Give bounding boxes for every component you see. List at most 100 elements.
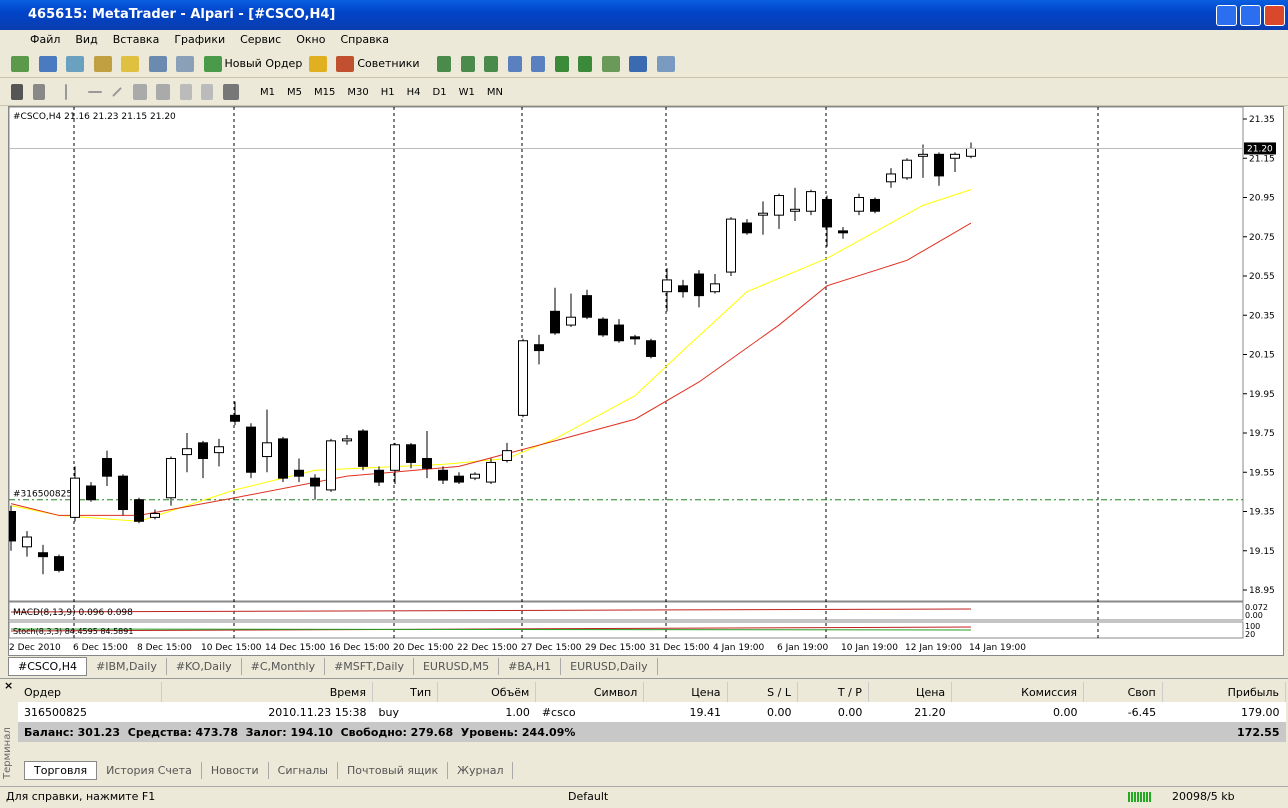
header-values: 21.16 21.23 21.15 21.20 bbox=[64, 112, 176, 122]
icon[interactable] bbox=[121, 56, 139, 72]
icon[interactable] bbox=[66, 56, 84, 72]
icon[interactable] bbox=[11, 56, 29, 72]
new-order-button[interactable]: Новый Ордер bbox=[224, 57, 303, 70]
candle-body bbox=[150, 512, 160, 518]
menu-item[interactable]: Файл bbox=[30, 33, 61, 46]
icon[interactable] bbox=[308, 56, 327, 72]
candle-body bbox=[262, 442, 272, 458]
timeframe-button[interactable]: MN bbox=[486, 86, 503, 98]
chart-tab[interactable]: #KO,Daily bbox=[167, 658, 242, 675]
close-terminal[interactable]: × bbox=[4, 679, 14, 692]
icon[interactable] bbox=[554, 56, 569, 72]
candle-body bbox=[806, 191, 816, 212]
close[interactable] bbox=[1264, 5, 1285, 26]
candle-body bbox=[374, 469, 384, 483]
timeframe-button[interactable]: W1 bbox=[458, 86, 475, 98]
minimize[interactable] bbox=[1216, 5, 1237, 26]
x-tick-label: 29 Dec 15:00 bbox=[585, 643, 646, 653]
cell: 19.41 bbox=[689, 705, 722, 719]
chart-tab[interactable]: #MSFT,Daily bbox=[325, 658, 414, 675]
icon[interactable] bbox=[11, 84, 23, 100]
chart-tab[interactable]: EURUSD,Daily bbox=[561, 658, 658, 675]
menu-item[interactable]: Вид bbox=[75, 33, 98, 46]
menu-item[interactable]: Вставка bbox=[112, 33, 160, 46]
timeframe-button[interactable]: M1 bbox=[260, 86, 275, 98]
candle-body bbox=[198, 442, 208, 460]
icon[interactable] bbox=[201, 84, 213, 100]
timeframe-button[interactable]: M5 bbox=[287, 86, 302, 98]
menu-item[interactable]: Справка bbox=[340, 33, 389, 46]
icon[interactable] bbox=[179, 84, 192, 100]
terminal-tab[interactable]: Новости bbox=[202, 762, 269, 779]
icon[interactable] bbox=[93, 56, 112, 72]
candle-body bbox=[902, 159, 912, 179]
chart-tab[interactable]: #BA,H1 bbox=[499, 658, 562, 675]
cell: 2010.11.23 15:38 bbox=[268, 705, 367, 719]
terminal-tab[interactable]: Журнал bbox=[448, 762, 514, 779]
candle-body bbox=[534, 344, 544, 352]
icon[interactable] bbox=[656, 56, 675, 72]
candle-body bbox=[454, 475, 464, 483]
icon[interactable] bbox=[112, 87, 122, 97]
chart-tab[interactable]: #IBM,Daily bbox=[87, 658, 167, 675]
terminal: × Терминал Ордер Время Тип Объём Символ Цена S… bbox=[0, 678, 1288, 784]
timeframe-button[interactable]: D1 bbox=[432, 86, 447, 98]
icon[interactable] bbox=[336, 56, 355, 72]
icon[interactable] bbox=[437, 56, 452, 72]
menu-item[interactable]: Окно bbox=[296, 33, 326, 46]
candle-body bbox=[166, 458, 176, 499]
cell: 179.00 bbox=[1241, 705, 1280, 719]
timeframe-button[interactable]: H1 bbox=[380, 86, 395, 98]
maximize[interactable] bbox=[1240, 5, 1261, 26]
x-tick-label: 20 Dec 15:00 bbox=[393, 643, 454, 653]
candle-body bbox=[134, 499, 144, 522]
order-row[interactable]: 316500825 2010.11.23 15:38 buy 1.00 #csco 19.… bbox=[18, 702, 1286, 722]
candle-body bbox=[694, 273, 704, 297]
timeframe-button[interactable]: M30 bbox=[347, 86, 369, 98]
icon[interactable] bbox=[629, 56, 648, 72]
chart-tab[interactable]: EURUSD,M5 bbox=[414, 658, 500, 675]
icon[interactable] bbox=[32, 84, 45, 100]
macd-window bbox=[9, 601, 1244, 621]
icon[interactable] bbox=[203, 56, 222, 72]
icon[interactable] bbox=[484, 56, 499, 72]
y-tick-label: 19.15 bbox=[1249, 547, 1275, 557]
icon[interactable] bbox=[507, 56, 522, 72]
icon[interactable] bbox=[460, 56, 475, 72]
icon[interactable] bbox=[148, 56, 167, 72]
cell: 21.20 bbox=[914, 705, 946, 719]
terminal-tab[interactable]: История Счета bbox=[97, 762, 202, 779]
candle-body bbox=[502, 450, 512, 461]
experts-button[interactable]: Советники bbox=[357, 57, 420, 70]
icon[interactable] bbox=[38, 56, 57, 72]
icon[interactable] bbox=[87, 91, 102, 93]
timeframe-button[interactable]: H4 bbox=[406, 86, 421, 98]
chart-tab[interactable]: #CSCO,H4 bbox=[8, 657, 87, 676]
candle-body bbox=[214, 446, 224, 454]
terminal-tab[interactable]: Сигналы bbox=[269, 762, 338, 779]
icon[interactable] bbox=[132, 84, 147, 100]
timeframe-button[interactable]: M15 bbox=[314, 86, 336, 98]
column-header: Комиссия bbox=[951, 682, 1084, 702]
icon[interactable] bbox=[222, 84, 239, 100]
terminal-tab[interactable]: Почтовый ящик bbox=[338, 762, 449, 779]
chart-tab[interactable]: #C,Monthly bbox=[242, 658, 326, 675]
x-tick-label: 14 Jan 19:00 bbox=[969, 643, 1026, 653]
menu-item[interactable]: Графики bbox=[174, 33, 226, 46]
main-window bbox=[9, 107, 1244, 602]
candle-body bbox=[422, 458, 432, 469]
terminal-label: Терминал bbox=[2, 727, 13, 779]
icon[interactable] bbox=[578, 56, 593, 72]
icon[interactable] bbox=[531, 56, 546, 72]
menu-item[interactable]: Сервис bbox=[240, 33, 282, 46]
candle-body bbox=[678, 285, 688, 293]
icon[interactable] bbox=[156, 84, 170, 100]
terminal-tab[interactable]: Торговля bbox=[24, 761, 98, 780]
icon[interactable] bbox=[601, 56, 620, 72]
y-tick-label: 20.35 bbox=[1249, 311, 1275, 321]
candle-body bbox=[726, 218, 736, 273]
icon[interactable] bbox=[176, 56, 194, 72]
balance-row: Баланс: 301.23 Средства: 473.78 Залог: 1… bbox=[18, 722, 1286, 742]
icon[interactable] bbox=[65, 84, 67, 100]
